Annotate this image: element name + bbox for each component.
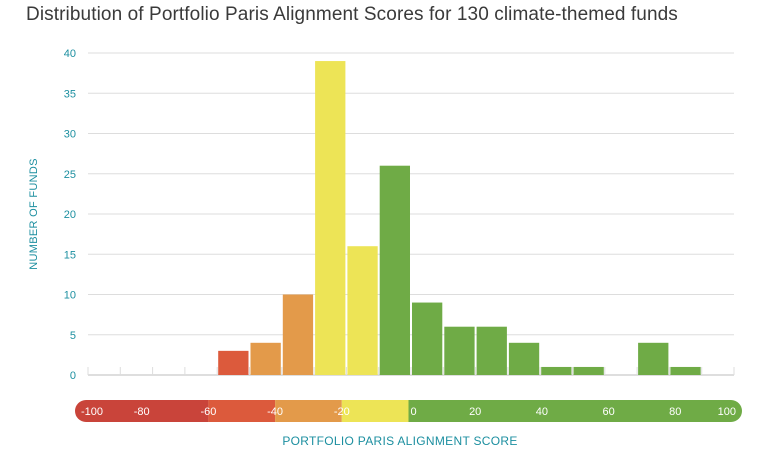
color-scale-segment [208, 400, 276, 422]
color-scale-segments [75, 400, 742, 422]
histogram-bar [638, 342, 669, 375]
chart-title: Distribution of Portfolio Paris Alignmen… [26, 4, 678, 25]
scale-tick-label: 60 [602, 406, 614, 418]
histogram-bar [476, 326, 507, 375]
scale-tick-label: -60 [200, 406, 216, 418]
histogram-bar [315, 61, 346, 376]
y-tick-label: 15 [64, 249, 76, 261]
histogram-bar [218, 350, 249, 375]
y-tick-label: 25 [64, 169, 76, 181]
histogram-bar [444, 326, 475, 375]
histogram-bar [282, 294, 314, 375]
scale-tick-label: 40 [536, 406, 548, 418]
y-tick-label: 35 [64, 88, 76, 100]
y-tick-label: 0 [70, 370, 76, 382]
scale-tick-label: -80 [134, 406, 150, 418]
y-tick-label: 10 [64, 290, 76, 302]
scale-tick-label: -20 [334, 406, 350, 418]
histogram-bar [412, 302, 443, 375]
histogram-bar [250, 342, 281, 375]
histogram-bar [508, 342, 540, 375]
scale-tick-label: 20 [469, 406, 481, 418]
x-axis-label: PORTFOLIO PARIS ALIGNMENT SCORE [282, 434, 518, 448]
color-scale-segment [341, 400, 409, 422]
histogram-bar [347, 246, 378, 375]
scale-tick-label: -40 [267, 406, 283, 418]
color-scale-segment [408, 400, 742, 422]
scale-tick-label: -100 [81, 406, 103, 418]
histogram-bar [541, 366, 572, 375]
color-scale-segment [75, 400, 209, 422]
y-tick-label: 40 [64, 48, 76, 60]
color-scale-bar: -100 -80 -60 -40 -20 0 20 40 60 80 100 [75, 400, 742, 422]
scale-tick-label: 100 [718, 406, 736, 418]
y-tick-label: 5 [70, 330, 76, 342]
y-tick-label: 20 [64, 209, 76, 221]
histogram-bar [670, 366, 701, 375]
y-tick-label: 30 [64, 129, 76, 141]
y-tick-labels: 0 5 10 15 20 25 30 35 40 [64, 48, 76, 382]
scale-tick-label: 0 [411, 406, 417, 418]
bars [218, 61, 701, 376]
histogram-bar [379, 165, 410, 375]
gridlines [87, 52, 735, 376]
color-scale-segment [275, 400, 342, 422]
histogram-bar [573, 366, 604, 375]
scale-tick-label: 80 [669, 406, 681, 418]
